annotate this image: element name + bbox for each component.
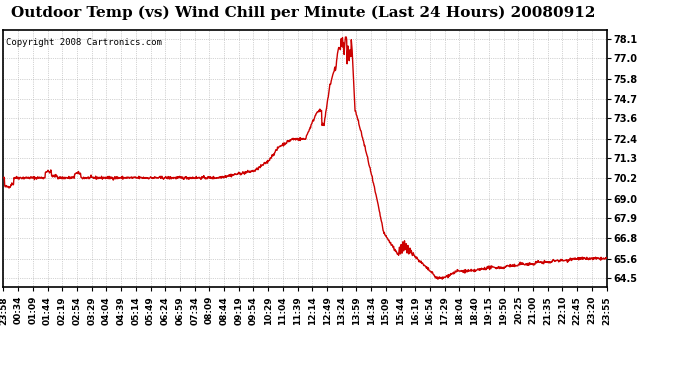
Text: Copyright 2008 Cartronics.com: Copyright 2008 Cartronics.com xyxy=(6,38,162,47)
Text: Outdoor Temp (vs) Wind Chill per Minute (Last 24 Hours) 20080912: Outdoor Temp (vs) Wind Chill per Minute … xyxy=(12,6,595,20)
